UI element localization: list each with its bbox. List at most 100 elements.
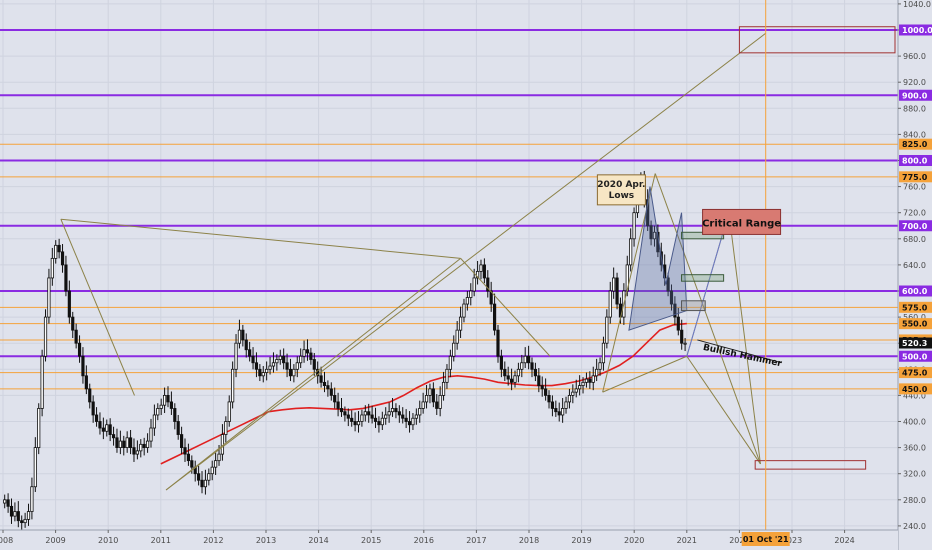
candle-body [258, 368, 262, 377]
candle-body [591, 375, 595, 383]
candle-body [486, 277, 490, 292]
candle-body [649, 225, 653, 240]
candle-body [248, 349, 252, 357]
candle-body [20, 520, 24, 524]
drawings-layer [60, 0, 896, 530]
candle-body [578, 385, 582, 390]
price-badge [899, 301, 932, 313]
candle-body [135, 450, 139, 455]
price-badge-label: 825.0 [902, 140, 928, 149]
x-tick-label: 2010 [98, 536, 118, 545]
candle-body [237, 329, 242, 344]
candle-body [588, 378, 592, 383]
candle-body [316, 368, 320, 377]
candle-body [567, 394, 572, 403]
y-tick-label: 640.0 [903, 261, 926, 270]
candle-body [680, 329, 684, 344]
candle-body [475, 271, 480, 279]
candle-body [197, 473, 201, 481]
candle-body [333, 394, 337, 403]
price-badge-label: 700.0 [902, 222, 928, 231]
candle-body [411, 417, 415, 426]
candle-body [516, 368, 520, 377]
range-box [681, 274, 725, 282]
candle-body [421, 401, 425, 409]
x-tick-label: 2024 [834, 536, 854, 545]
date-marker-badge [741, 532, 790, 546]
candle-body [523, 355, 527, 364]
candle-body [244, 339, 248, 351]
candle-body [295, 362, 299, 370]
y-axis-layer: 240.0280.0320.0360.0400.0440.0480.0520.0… [897, 0, 932, 550]
candle-body [77, 342, 82, 357]
y-tick-label: 960.0 [903, 52, 926, 61]
pattern-line [60, 218, 461, 259]
price-badge [899, 24, 932, 36]
candle-body [292, 368, 296, 377]
pattern-line [728, 212, 761, 464]
pattern-line [60, 219, 135, 396]
candle-body [118, 440, 122, 449]
y-tick-label: 720.0 [903, 209, 926, 218]
candle-body [499, 355, 503, 370]
candle-body [435, 401, 439, 409]
candle-body [513, 375, 517, 383]
candle-body [26, 511, 31, 520]
candle-body [125, 437, 129, 448]
candle-body [186, 453, 190, 462]
candle-body [91, 401, 95, 416]
candle-body [394, 408, 398, 413]
candles-layer [3, 170, 687, 531]
candle-body [33, 447, 37, 488]
candle-body [414, 414, 418, 419]
candle-body [550, 401, 555, 409]
candle-body [251, 355, 255, 364]
candle-body [584, 378, 589, 383]
candle-body [445, 368, 449, 383]
candle-body [322, 381, 327, 387]
price-badge [899, 337, 932, 349]
x-tick-label: 2015 [361, 536, 381, 545]
upper-target-box [738, 26, 896, 54]
candle-body [527, 355, 531, 364]
candle-body [424, 394, 429, 403]
candle-body [629, 238, 633, 266]
y-tick-label: 440.0 [903, 391, 926, 400]
candle-body [557, 411, 561, 416]
x-tick-label: 2011 [151, 536, 171, 545]
candle-body [380, 417, 384, 426]
candle-body [544, 388, 548, 396]
pattern-line [460, 258, 551, 357]
candle-body [339, 408, 344, 413]
candle-body [111, 434, 116, 439]
candle-body [479, 264, 483, 272]
candle-body [533, 368, 538, 377]
x-tick-label: 2014 [308, 536, 328, 545]
price-badge-label: 520.3 [902, 339, 927, 348]
price-badge-label: 500.0 [902, 352, 928, 361]
candle-body [356, 421, 361, 426]
candle-body [326, 385, 330, 390]
candle-body [418, 408, 422, 416]
candle-body [285, 362, 289, 370]
candle-body [217, 453, 221, 462]
candle-body [210, 466, 214, 475]
lower-target-box [754, 460, 867, 470]
candle-body [448, 355, 452, 370]
candle-body [101, 427, 105, 432]
candle-body [98, 421, 102, 429]
candle-body [319, 375, 323, 383]
candle-body [108, 424, 112, 435]
candle-body [254, 362, 259, 370]
candle-body [81, 355, 85, 377]
candle-body [540, 385, 544, 390]
candle-body [142, 443, 146, 448]
candle-body [54, 244, 58, 259]
candle-body [407, 421, 412, 426]
candle-body [169, 401, 173, 409]
candle-body [13, 511, 17, 517]
candle-body [271, 362, 276, 367]
candle-body [530, 362, 534, 370]
candle-body [163, 394, 167, 406]
